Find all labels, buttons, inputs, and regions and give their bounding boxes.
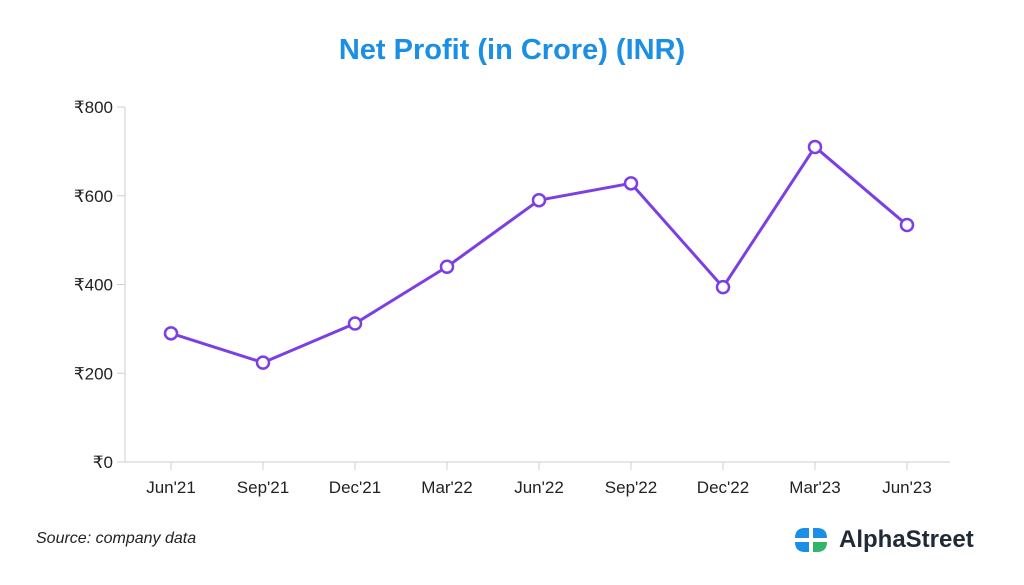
- data-point: [163, 326, 179, 341]
- source-note: Source: company data: [36, 530, 197, 547]
- logo-segment: [795, 528, 809, 538]
- x-tick-label: Jun'23: [882, 478, 932, 497]
- x-tick-label: Sep'22: [605, 478, 657, 497]
- series-line: [170, 145, 908, 365]
- series-group: [163, 139, 915, 370]
- data-point: [531, 192, 547, 208]
- y-tick-label: ₹600: [74, 187, 113, 206]
- data-point: [715, 279, 731, 295]
- x-tick-label: Mar'22: [421, 478, 472, 497]
- y-tick-label: ₹400: [74, 276, 113, 295]
- data-point: [623, 176, 639, 191]
- data-point: [439, 259, 455, 274]
- y-tick-label: ₹800: [74, 98, 113, 117]
- x-tick-label: Jun'22: [514, 478, 564, 497]
- x-axis-ticks: Jun'21 Sep'21 Dec'21 Mar'22 Jun'22 Sep'22 Dec'…: [146, 462, 932, 497]
- chart-axes: [124, 107, 950, 463]
- brand-name: AlphaStreet: [839, 526, 974, 553]
- logo-segment: [795, 542, 809, 552]
- y-axis-ticks: ₹0 ₹200 ₹400 ₹600 ₹800: [74, 98, 125, 472]
- data-point: [347, 316, 363, 331]
- x-tick-label: Sep'21: [237, 478, 289, 497]
- data-point: [255, 355, 271, 370]
- chart-title: Net Profit (in Crore) (INR): [338, 34, 686, 66]
- y-tick-label: ₹0: [93, 453, 113, 472]
- brand-logo: AlphaStreet: [793, 524, 974, 556]
- alphastreet-logo-icon: [795, 528, 827, 552]
- logo-segment: [813, 528, 827, 538]
- data-point: [899, 217, 915, 233]
- x-tick-label: Jun'21: [146, 478, 196, 497]
- x-tick-label: Mar'23: [789, 478, 840, 497]
- x-tick-label: Dec'22: [697, 478, 749, 497]
- logo-segment: [813, 542, 827, 552]
- x-tick-label: Dec'21: [329, 478, 381, 497]
- y-tick-label: ₹200: [74, 364, 113, 383]
- data-point: [807, 139, 823, 155]
